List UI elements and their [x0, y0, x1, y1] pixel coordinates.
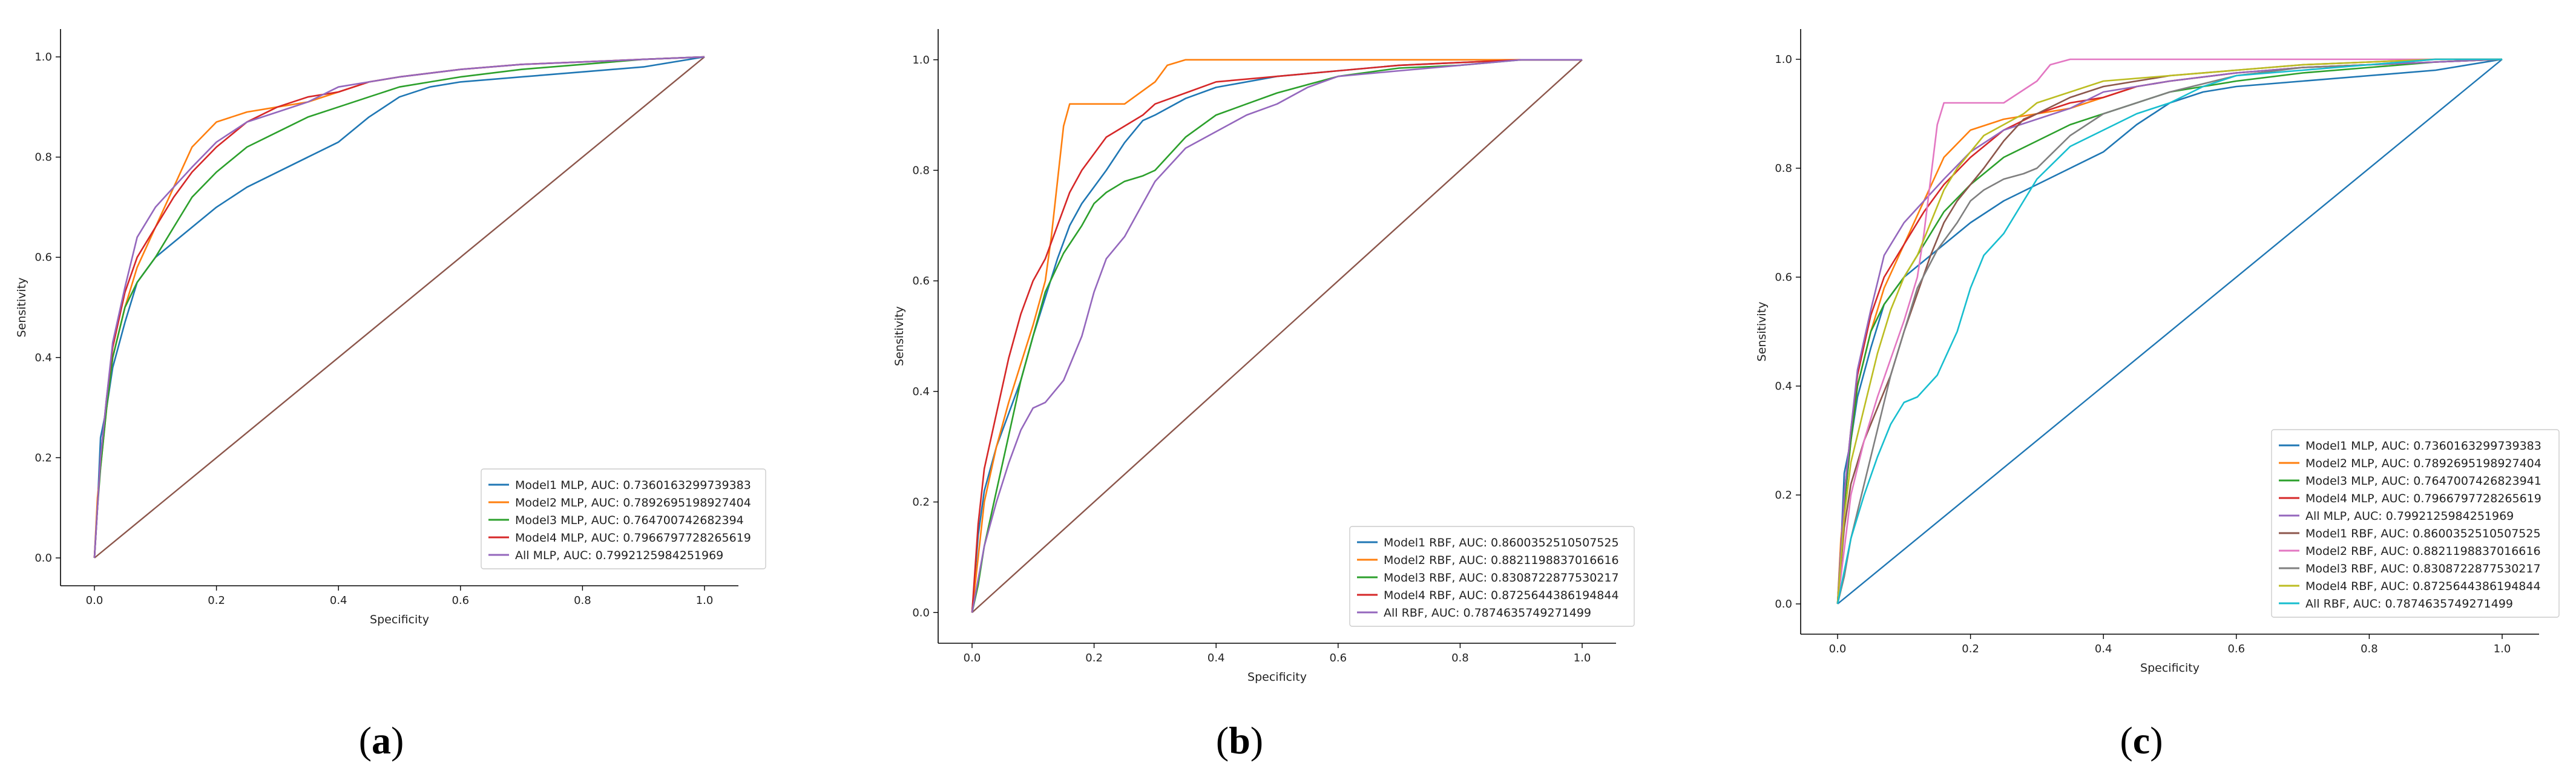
x-tick-label: 0.0: [86, 594, 104, 607]
y-tick-label: 0.8: [1775, 162, 1792, 175]
x-tick-label: 0.4: [2095, 643, 2112, 655]
roc-curve-5: [93, 56, 705, 559]
legend-frame: [2271, 429, 2560, 618]
y-tick-label: 0.0: [912, 606, 930, 619]
x-tick-label: 0.0: [964, 652, 981, 664]
x-tick-label: 0.2: [208, 594, 225, 607]
roc-curve-9: [1836, 58, 2502, 605]
legend-entry: Model2 RBF, AUC: 0.8821198837016616: [1384, 554, 1619, 567]
y-tick-label: 0.6: [1775, 271, 1792, 284]
legend-entry: Model4 RBF, AUC: 0.8725644386194844: [2305, 580, 2541, 593]
x-tick-label: 0.8: [574, 594, 591, 607]
legend-entry: Model3 RBF, AUC: 0.8308722877530217: [1384, 571, 1619, 585]
legend-entry: All MLP, AUC: 0.7992125984251969: [515, 549, 723, 562]
legend-entry: All MLP, AUC: 0.7992125984251969: [2305, 510, 2514, 523]
y-tick-label: 0.4: [912, 385, 930, 398]
legend-entry: All RBF, AUC: 0.7874635749271499: [2305, 597, 2513, 611]
y-axis-label: Sensitivity: [15, 278, 28, 338]
x-tick-label: 0.0: [1829, 643, 1847, 655]
y-tick-label: 0.8: [912, 164, 930, 177]
x-tick-label: 0.8: [2361, 643, 2378, 655]
x-tick-label: 0.2: [1085, 652, 1103, 664]
roc-curve-5: [971, 59, 1582, 613]
legend-entry: Model1 MLP, AUC: 0.7360163299739383: [515, 479, 751, 492]
legend-entry: Model3 RBF, AUC: 0.8308722877530217: [2305, 562, 2541, 575]
x-tick-label: 0.4: [1208, 652, 1225, 664]
legend-frame: [481, 468, 766, 569]
roc-curve-2: [971, 59, 1582, 613]
y-tick-label: 0.6: [34, 251, 52, 264]
legend-entry: Model2 MLP, AUC: 0.7892695198927404: [2305, 457, 2542, 470]
legend-entry: Model4 MLP, AUC: 0.7966797728265619: [2305, 492, 2542, 505]
roc-curve-10: [1836, 58, 2502, 605]
x-tick-label: 0.6: [2227, 643, 2245, 655]
roc-curve-7: [1836, 58, 2502, 605]
panel-letter: c: [2133, 719, 2150, 762]
x-tick-label: 1.0: [2494, 643, 2511, 655]
legend-entry: Model4 RBF, AUC: 0.8725644386194844: [1384, 589, 1619, 602]
roc-curve-5: [1836, 58, 2503, 605]
panel-label: (c): [2120, 719, 2163, 762]
chart-panel-b: 0.0 0.2 0.4 0.6 0.8 1.0 0.0 0.2 0.4 0.6 0.8 1.0 Spec…: [893, 29, 1635, 762]
panel-label: (b): [1216, 719, 1263, 762]
y-tick-label: 0.4: [34, 352, 52, 364]
roc-curve-1: [93, 56, 705, 559]
legend-entry: Model4 MLP, AUC: 0.7966797728265619: [515, 531, 751, 545]
panel-letter: b: [1229, 719, 1250, 762]
y-tick-label: 0.0: [34, 552, 52, 565]
panel-label: (a): [359, 719, 404, 762]
legend: Model1 MLP, AUC: 0.7360163299739383 Model…: [2271, 429, 2560, 618]
y-tick-label: 1.0: [1775, 53, 1792, 66]
y-axis-label: Sensitivity: [893, 306, 906, 366]
x-tick-label: 0.6: [1329, 652, 1347, 664]
y-tick-label: 0.8: [34, 151, 52, 164]
legend-entry: Model1 MLP, AUC: 0.7360163299739383: [2305, 439, 2542, 453]
y-tick-label: 0.2: [34, 451, 52, 464]
roc-curve-1: [1836, 58, 2503, 605]
y-tick-label: 0.0: [1775, 598, 1792, 611]
roc-curve-3: [1836, 58, 2503, 605]
panel-letter: a: [372, 719, 391, 762]
legend: Model1 RBF, AUC: 0.8600352510507525 Model…: [1349, 526, 1635, 627]
legend-frame: [1349, 526, 1635, 627]
legend-entry: Model2 MLP, AUC: 0.7892695198927404: [515, 496, 751, 510]
legend-entry: Model3 MLP, AUC: 0.764700742682394: [515, 514, 744, 527]
legend-entry: Model1 RBF, AUC: 0.8600352510507525: [1384, 536, 1619, 549]
x-axis-label: Specificity: [370, 613, 429, 626]
y-tick-label: 1.0: [912, 54, 930, 67]
legend-entry: Model2 RBF, AUC: 0.8821198837016616: [2305, 545, 2541, 558]
diagonal-reference-line: [94, 56, 705, 559]
y-tick-label: 0.6: [912, 275, 930, 287]
diagonal-reference-line: [1837, 59, 2503, 605]
diagonal-reference-line: [971, 59, 1583, 614]
roc-curve-4: [971, 59, 1582, 613]
y-tick-label: 0.2: [1775, 489, 1792, 502]
y-tick-label: 0.4: [1775, 380, 1792, 393]
legend-entry: Model3 MLP, AUC: 0.7647007426823941: [2305, 474, 2542, 488]
y-axis-label: Sensitivity: [1755, 302, 1769, 362]
chart-panel-c: 0.0 0.2 0.4 0.6 0.8 1.0 0.0 0.2 0.4 0.6 0.8 1.0 Spec…: [1755, 29, 2560, 762]
legend: Model1 MLP, AUC: 0.7360163299739383 Model…: [481, 468, 766, 569]
x-axis-label: Specificity: [1247, 670, 1307, 684]
x-axis-label: Specificity: [2140, 661, 2200, 675]
x-tick-label: 0.4: [330, 594, 347, 607]
x-tick-label: 0.2: [1962, 643, 1979, 655]
panels-container: 0.0 0.2 0.4 0.6 0.8 1.0 0.0 0.2 0.4 0.6 0.8 1.0 Spec…: [15, 29, 2560, 762]
x-tick-label: 1.0: [1574, 652, 1591, 664]
legend-entry: All RBF, AUC: 0.7874635749271499: [1384, 606, 1591, 620]
y-tick-label: 0.2: [912, 496, 930, 509]
x-tick-label: 0.8: [1451, 652, 1469, 664]
legend-entry: Model1 RBF, AUC: 0.8600352510507525: [2305, 527, 2541, 540]
x-tick-label: 0.6: [452, 594, 469, 607]
x-tick-label: 1.0: [696, 594, 714, 607]
chart-panel-a: 0.0 0.2 0.4 0.6 0.8 1.0 0.0 0.2 0.4 0.6 0.8 1.0 Spec…: [15, 29, 766, 762]
y-tick-label: 1.0: [34, 51, 52, 64]
roc-curve-3: [93, 56, 705, 559]
